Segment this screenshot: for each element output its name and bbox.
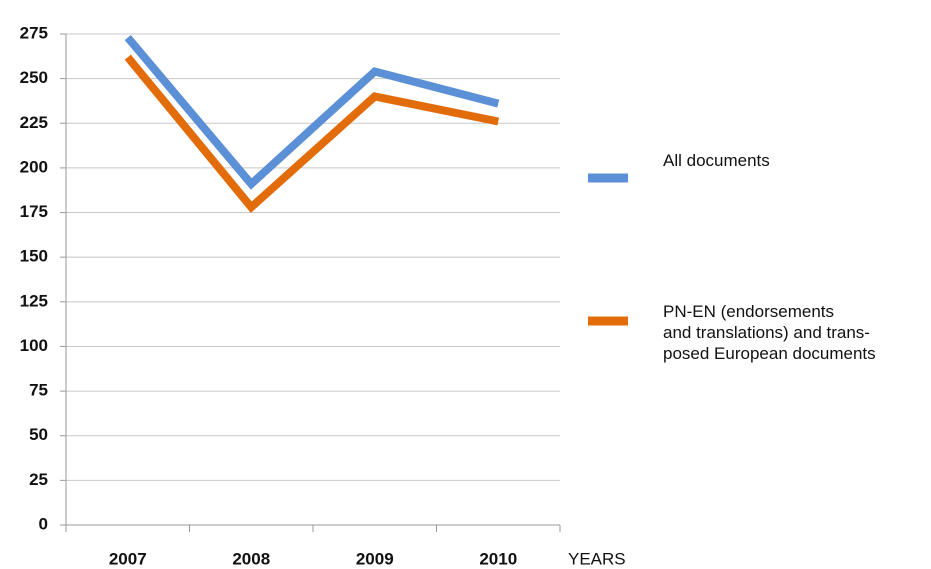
y-tick-label: 175 bbox=[20, 202, 48, 221]
y-tick-label: 200 bbox=[20, 157, 48, 176]
y-tick-label: 125 bbox=[20, 291, 48, 310]
y-tick-label: 100 bbox=[20, 336, 48, 355]
legend-label: PN-EN (endorsements and translations) an… bbox=[663, 302, 876, 363]
x-tick-label: 2010 bbox=[479, 549, 517, 568]
y-tick-label: 0 bbox=[39, 514, 48, 533]
x-axis-label: YEARS bbox=[568, 549, 626, 568]
legend-label: All documents bbox=[663, 151, 770, 170]
y-tick-label: 75 bbox=[29, 381, 48, 400]
x-tick-label: 2008 bbox=[232, 549, 270, 568]
x-tick-label: 2007 bbox=[109, 549, 147, 568]
series-line bbox=[124, 34, 500, 190]
y-tick-label: 25 bbox=[29, 470, 48, 489]
series-line bbox=[124, 54, 500, 213]
y-tick-label: 250 bbox=[20, 68, 48, 87]
y-tick-label: 275 bbox=[20, 23, 48, 42]
x-tick-label: 2009 bbox=[356, 549, 394, 568]
y-tick-label: 50 bbox=[29, 425, 48, 444]
y-tick-label: 225 bbox=[20, 113, 48, 132]
y-tick-label: 150 bbox=[20, 247, 48, 266]
